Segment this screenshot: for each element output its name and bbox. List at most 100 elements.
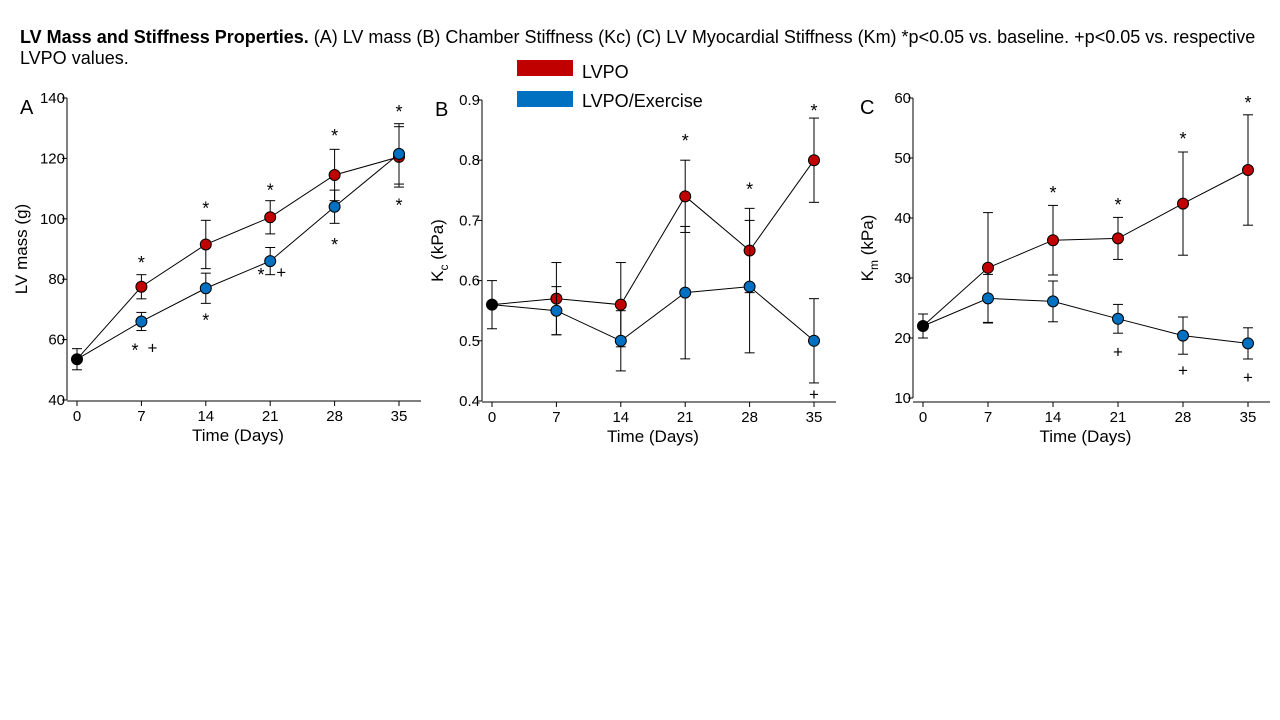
series-line	[922, 169, 1249, 327]
legend-label-lvpo: LVPO	[582, 62, 629, 82]
caption-bold: LV Mass and Stiffness Properties.	[20, 27, 309, 47]
data-point	[135, 315, 148, 328]
significance-mark: *	[267, 181, 274, 201]
significance-mark: *	[395, 102, 402, 122]
y-tick-label: 30	[894, 270, 911, 287]
x-tick-label: 35	[806, 409, 823, 426]
y-tick-label: 140	[40, 90, 65, 107]
y-axis-label: LV mass (g)	[12, 204, 31, 294]
y-tick-label: 40	[894, 210, 911, 227]
significance-mark: +	[809, 385, 819, 404]
x-tick-label: 35	[1240, 409, 1257, 426]
y-tick-label: 60	[48, 332, 65, 349]
y-tick-label: 10	[894, 390, 911, 407]
y-tick-label: 120	[40, 150, 65, 167]
y-tick-label: 0.9	[459, 92, 480, 109]
data-point	[743, 280, 756, 293]
significance-mark: +	[1243, 368, 1253, 387]
data-point	[1047, 295, 1059, 308]
significance-mark: *	[331, 235, 338, 255]
series-exercise: + + +	[922, 273, 1254, 387]
x-tick-label: 14	[612, 409, 629, 426]
x-tick-label: 21	[1110, 409, 1127, 426]
significance-mark: *	[1179, 129, 1186, 149]
x-tick-label: 7	[552, 409, 560, 426]
significance-mark: *	[202, 310, 209, 330]
panel-letter: C	[860, 97, 874, 119]
y-axis-label: Kc (kPa)	[428, 219, 451, 282]
panel-b: 0.4 0.5 0.6 0.7 0.8 0.9 0 7 14 21 28 35 Time (Days) K…	[428, 92, 836, 446]
x-axis-label: Time (Days)	[1040, 427, 1132, 446]
data-point	[1177, 197, 1189, 210]
panel-letter: A	[20, 97, 34, 119]
panel-letter: B	[435, 99, 448, 121]
caption-text: (A) LV mass (B) Chamber Stiffness (Kc) (…	[20, 27, 1256, 68]
significance-mark: *	[202, 199, 209, 219]
data-point	[1242, 337, 1254, 350]
significance-mark: *	[810, 101, 817, 121]
panel-c: 10 20 30 40 50 60 0 7 14 21 28 35 Time (Days) Km (kPa…	[858, 90, 1270, 446]
data-point	[393, 147, 405, 160]
x-axis-label: Time (Days)	[192, 426, 284, 445]
data-point	[982, 261, 994, 274]
significance-mark: *	[682, 131, 689, 151]
data-point	[1112, 312, 1124, 325]
x-tick-label: 0	[919, 409, 927, 426]
series-lvpo: * * * *	[922, 93, 1254, 327]
legend: LVPO LVPO/Exercise	[517, 60, 703, 111]
significance-mark: *	[1244, 93, 1251, 113]
x-tick-label: 28	[1175, 409, 1192, 426]
y-tick-label: 100	[40, 211, 65, 228]
baseline-point	[917, 320, 929, 332]
significance-mark: *	[257, 265, 264, 285]
x-tick-label: 21	[262, 408, 279, 425]
data-point	[808, 154, 820, 167]
x-tick-label: 0	[73, 408, 81, 425]
x-tick-label: 28	[741, 409, 758, 426]
data-point	[264, 211, 277, 224]
significance-mark: +	[276, 263, 286, 282]
data-point	[550, 304, 563, 317]
data-point	[679, 286, 692, 299]
x-tick-label: 14	[197, 408, 214, 425]
y-axis-label: Km (kPa)	[858, 215, 881, 282]
data-point	[614, 334, 627, 347]
x-tick-label: 0	[488, 409, 496, 426]
significance-mark: *	[331, 126, 338, 146]
x-tick-label: 28	[326, 408, 343, 425]
data-point	[614, 298, 627, 311]
data-point	[264, 255, 277, 268]
x-tick-label: 35	[391, 408, 408, 425]
data-point	[135, 280, 148, 293]
y-tick-label: 40	[48, 392, 65, 409]
series-line	[76, 156, 400, 360]
significance-mark: *	[131, 341, 138, 361]
data-point	[199, 282, 212, 295]
series-exercise: +	[491, 219, 820, 404]
y-tick-label: 0.5	[459, 333, 480, 350]
legend-swatch-lvpo	[517, 60, 573, 76]
data-point	[328, 169, 341, 182]
y-tick-label: 0.8	[459, 152, 480, 169]
series-line	[491, 286, 815, 342]
data-point	[808, 334, 820, 347]
y-tick-label: 0.4	[459, 393, 480, 410]
data-point	[1047, 234, 1059, 247]
data-point	[199, 238, 212, 251]
y-tick-label: 80	[48, 271, 65, 288]
y-tick-label: 0.7	[459, 212, 480, 229]
data-point	[328, 200, 341, 213]
y-tick-label: 20	[894, 330, 911, 347]
x-tick-label: 14	[1045, 409, 1062, 426]
y-tick-label: 60	[894, 90, 911, 107]
series-line	[922, 297, 1249, 344]
y-tick-label: 50	[894, 150, 911, 167]
data-point	[1112, 232, 1124, 245]
significance-mark: *	[1049, 183, 1056, 203]
significance-mark: +	[1113, 342, 1123, 361]
significance-mark: +	[147, 339, 157, 358]
series-lvpo: * * * * *	[76, 102, 405, 360]
series-line	[491, 159, 815, 306]
series-line	[76, 153, 400, 360]
